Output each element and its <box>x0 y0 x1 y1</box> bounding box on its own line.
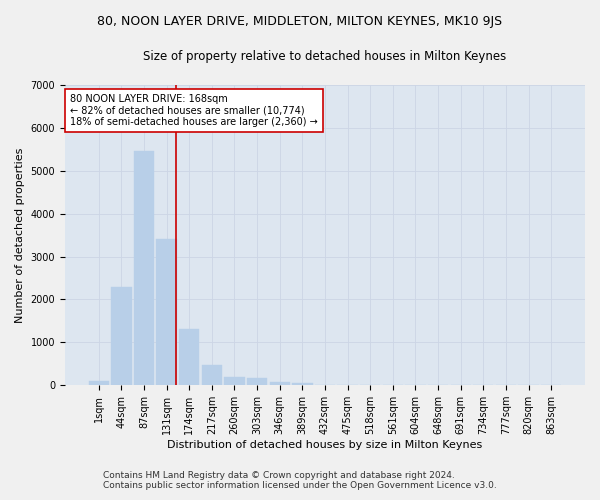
Bar <box>157 238 177 385</box>
Title: Size of property relative to detached houses in Milton Keynes: Size of property relative to detached ho… <box>143 50 506 63</box>
Y-axis label: Number of detached properties: Number of detached properties <box>15 148 25 323</box>
Text: 80 NOON LAYER DRIVE: 168sqm
← 82% of detached houses are smaller (10,774)
18% of: 80 NOON LAYER DRIVE: 168sqm ← 82% of det… <box>70 94 318 127</box>
Bar <box>292 383 313 385</box>
Bar <box>179 330 199 385</box>
Bar <box>134 152 154 385</box>
Bar <box>224 378 245 385</box>
Text: 80, NOON LAYER DRIVE, MIDDLETON, MILTON KEYNES, MK10 9JS: 80, NOON LAYER DRIVE, MIDDLETON, MILTON … <box>97 15 503 28</box>
Text: Contains HM Land Registry data © Crown copyright and database right 2024.
Contai: Contains HM Land Registry data © Crown c… <box>103 470 497 490</box>
Bar <box>89 382 109 385</box>
Bar <box>111 288 131 385</box>
Bar <box>269 382 290 385</box>
X-axis label: Distribution of detached houses by size in Milton Keynes: Distribution of detached houses by size … <box>167 440 482 450</box>
Bar <box>247 378 267 385</box>
Bar <box>202 366 222 385</box>
